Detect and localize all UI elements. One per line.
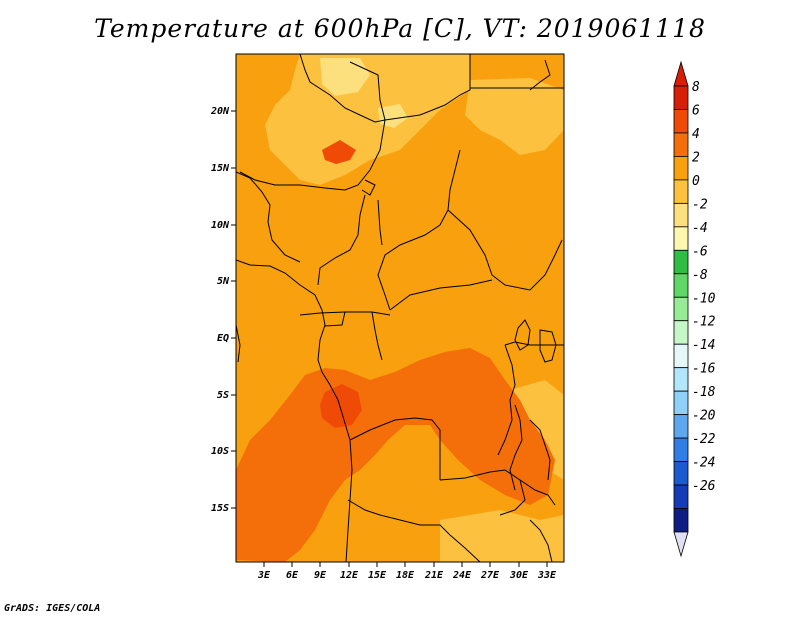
colorbar-segment — [673, 414, 689, 439]
colorbar-level-label: 4 — [692, 127, 700, 142]
colorbar-bottom-arrow — [673, 531, 689, 558]
lat-label-10s: 10S — [211, 446, 229, 457]
colorbar-segment — [673, 390, 689, 416]
lon-label-27e: 27E — [480, 570, 500, 581]
field-patch-warm-north-fill — [395, 455, 448, 520]
map-area[interactable] — [236, 54, 564, 562]
colorbar-level-label: -22 — [692, 432, 716, 447]
colorbar-level-label: -12 — [692, 315, 716, 330]
colorbar-level-label: 0 — [692, 174, 700, 189]
map-frame — [235, 53, 565, 563]
lon-label-21e: 21E — [424, 570, 444, 581]
colorbar-level-label: 6 — [692, 103, 700, 118]
lon-label-18e: 18E — [396, 570, 415, 581]
colorbar-segment — [673, 156, 689, 181]
colorbar-level-label: -16 — [692, 362, 716, 377]
colorbar-segment — [673, 226, 689, 251]
lat-label-5s: 5S — [217, 390, 229, 401]
latitude-labels: 20N 15N 10N 5N EQ 5S 10S 15S — [210, 106, 230, 514]
lon-label-12e: 12E — [340, 570, 359, 581]
field-patch-hot-center — [320, 384, 362, 428]
colorbar-segment — [673, 249, 689, 275]
lon-label-6e: 6E — [286, 570, 299, 581]
lon-label-30e: 30E — [509, 570, 529, 581]
colorbar-level-label: -2 — [692, 197, 708, 212]
field-patch-light-north — [265, 54, 470, 185]
colorbar-level-label: -8 — [692, 268, 708, 283]
colorbar-segment — [673, 296, 689, 322]
colorbar-segment — [673, 179, 689, 204]
lat-label-15n: 15N — [211, 163, 230, 174]
colorbar-segment — [673, 320, 689, 345]
colorbar-segment — [673, 437, 689, 462]
colorbar-segment — [673, 109, 689, 134]
field-patch-warm-southwest — [236, 348, 555, 562]
colorbar-level-label: -14 — [692, 338, 715, 353]
colorbar-segments — [673, 85, 689, 533]
field-patch-light-northeast — [465, 78, 564, 155]
colorbar-level-label: -4 — [692, 221, 708, 236]
colorbar-level-label: -18 — [692, 385, 716, 400]
colorbar: 8 6 4 2 0 -2 -4 -6 -8 -10 -12 -14 -16 -18 -20 -22 -24 -26 — [673, 60, 716, 558]
axis-ticks — [231, 110, 548, 567]
colorbar-segment — [673, 132, 689, 157]
colorbar-level-label: -20 — [692, 409, 716, 424]
colorbar-segment — [673, 461, 689, 486]
lon-label-3e: 3E — [257, 570, 271, 581]
lat-label-15s: 15S — [211, 503, 229, 514]
colorbar-segment — [673, 85, 689, 110]
lat-label-5n: 5N — [217, 276, 230, 287]
colorbar-segment — [673, 508, 689, 533]
longitude-labels: 3E 6E 9E 12E 15E 18E 21E 24E 27E 30E 33E — [257, 570, 557, 581]
lat-label-eq: EQ — [217, 333, 229, 344]
lon-label-9e: 9E — [314, 570, 327, 581]
colorbar-level-label: -24 — [692, 456, 715, 471]
field-patch-lightest-mid — [378, 104, 408, 128]
colorbar-segment — [673, 343, 689, 369]
colorbar-segment — [673, 273, 689, 298]
lon-label-24e: 24E — [452, 570, 472, 581]
field-patch-hot-north — [322, 140, 356, 164]
colorbar-level-label: 8 — [692, 80, 700, 95]
colorbar-top-arrow — [673, 60, 689, 87]
colorbar-level-label: -6 — [692, 244, 708, 259]
colorbar-segment — [673, 202, 689, 228]
field-patch-lightest-north — [320, 58, 370, 96]
colorbar-level-label: -10 — [692, 291, 716, 306]
colorbar-segment — [673, 367, 689, 392]
colorbar-level-label: 2 — [692, 150, 700, 165]
lon-label-15e: 15E — [368, 570, 387, 581]
colorbar-segment — [673, 484, 689, 509]
chart-title: Temperature at 600hPa [C], VT: 201906111… — [94, 14, 706, 43]
colorbar-labels: 8 6 4 2 0 -2 -4 -6 -8 -10 -12 -14 -16 -18 -20 -22 -24 -26 — [692, 80, 716, 494]
colorbar-level-label: -26 — [692, 479, 716, 494]
country-boundaries — [236, 54, 564, 562]
lat-label-20n: 20N — [210, 106, 230, 117]
lat-label-10n: 10N — [211, 220, 230, 231]
lon-label-33e: 33E — [537, 570, 557, 581]
grads-credit: GrADS: IGES/COLA — [4, 603, 101, 614]
